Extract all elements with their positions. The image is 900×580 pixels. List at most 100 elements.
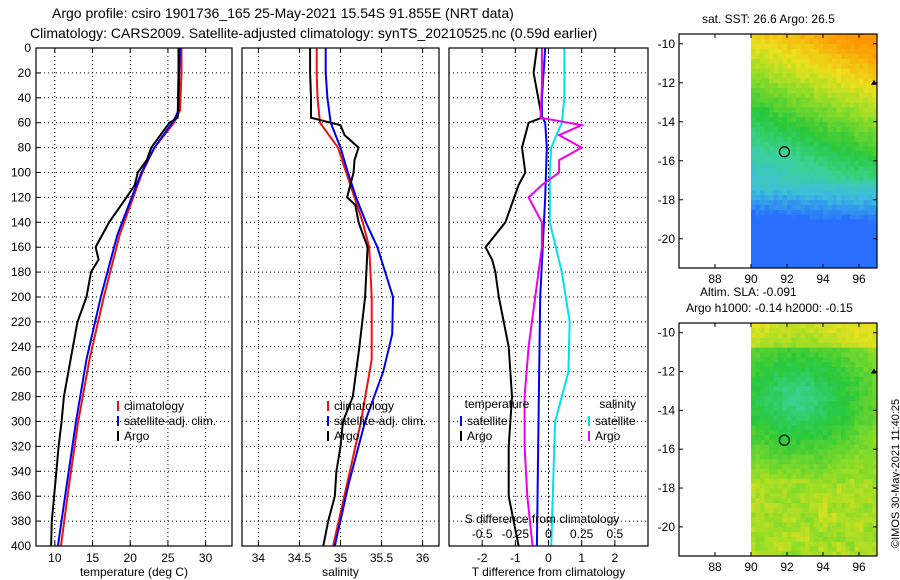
map-cell bbox=[800, 263, 806, 269]
map-cell bbox=[769, 454, 774, 460]
map-cell bbox=[818, 107, 824, 113]
map-cell bbox=[827, 497, 833, 503]
map-cell bbox=[841, 468, 846, 474]
map-cell bbox=[805, 121, 810, 128]
map-cell bbox=[827, 352, 833, 358]
map-cell bbox=[845, 82, 851, 89]
map-cell bbox=[872, 536, 878, 542]
map-cell bbox=[859, 478, 864, 484]
map-cell bbox=[854, 92, 860, 98]
map-cell bbox=[796, 366, 801, 372]
map-cell bbox=[823, 405, 828, 411]
map-cell bbox=[751, 253, 756, 259]
map-cell bbox=[872, 347, 878, 353]
map-cell bbox=[755, 342, 761, 348]
map-cell bbox=[836, 386, 842, 392]
depth-tick-label: 0 bbox=[24, 41, 31, 55]
map-lon-label: 92 bbox=[780, 272, 794, 286]
map-cell bbox=[755, 175, 761, 181]
map-cell bbox=[796, 107, 801, 113]
map-cell bbox=[850, 121, 855, 128]
map-cell bbox=[787, 429, 792, 436]
map-cell bbox=[859, 517, 864, 523]
map-cell bbox=[872, 112, 878, 118]
map-cell bbox=[755, 395, 761, 402]
map-cell bbox=[751, 116, 756, 123]
map-cell bbox=[827, 112, 833, 118]
map-cell bbox=[814, 194, 819, 201]
map-cell bbox=[800, 536, 806, 542]
map-cell bbox=[841, 97, 846, 103]
map-cell bbox=[809, 77, 815, 84]
map-cell bbox=[872, 58, 878, 64]
map-cell bbox=[836, 454, 842, 460]
map-cell bbox=[791, 415, 797, 421]
map-cell bbox=[814, 439, 819, 445]
map-cell bbox=[827, 229, 833, 235]
map-cell bbox=[764, 434, 770, 440]
map-cell bbox=[800, 58, 806, 64]
map-cell bbox=[778, 390, 783, 397]
map-cell bbox=[773, 97, 779, 103]
map-cell bbox=[787, 488, 792, 494]
map-cell bbox=[841, 151, 846, 157]
map-cell bbox=[845, 160, 851, 167]
map-cell bbox=[809, 332, 815, 338]
map-cell bbox=[791, 121, 797, 128]
map-cell bbox=[841, 410, 846, 416]
map-cell bbox=[818, 248, 824, 254]
map-cell bbox=[818, 386, 824, 392]
map-cell bbox=[854, 136, 860, 142]
map-cell bbox=[859, 400, 864, 406]
map-cell bbox=[764, 386, 770, 392]
map-cell bbox=[854, 405, 860, 411]
map-cell bbox=[863, 180, 869, 186]
map-cell bbox=[823, 468, 828, 474]
map-cell bbox=[818, 434, 824, 440]
map-cell bbox=[805, 38, 810, 45]
map-cell bbox=[818, 97, 824, 103]
map-cell bbox=[863, 141, 869, 147]
map-cell bbox=[841, 38, 846, 45]
map-cell bbox=[854, 233, 860, 240]
map-cell bbox=[751, 405, 756, 411]
map-cell bbox=[764, 243, 770, 249]
map-cell bbox=[751, 337, 756, 343]
map-cell bbox=[827, 151, 833, 157]
map-cell bbox=[796, 263, 801, 269]
map-cell bbox=[863, 449, 869, 455]
map-cell bbox=[859, 199, 864, 206]
map-cell bbox=[782, 420, 788, 426]
map-cell bbox=[823, 444, 828, 450]
map-cell bbox=[859, 342, 864, 348]
map-cell bbox=[850, 337, 855, 343]
map-cell bbox=[760, 102, 765, 108]
map-cell bbox=[872, 38, 878, 45]
map-cell bbox=[787, 194, 792, 201]
salinity-tick-label: 34.5 bbox=[288, 551, 312, 565]
map-cell bbox=[751, 63, 756, 69]
map-cell bbox=[805, 342, 810, 348]
map-cell bbox=[827, 224, 833, 230]
map-cell bbox=[791, 458, 797, 465]
map-cell bbox=[841, 155, 846, 162]
map-cell bbox=[836, 371, 842, 377]
map-cell bbox=[814, 214, 819, 220]
map-cell bbox=[845, 151, 851, 157]
map-cell bbox=[755, 502, 761, 508]
legend-label: climatology bbox=[334, 399, 394, 413]
map-cell bbox=[809, 112, 815, 118]
map-cell bbox=[859, 497, 864, 503]
map-cell bbox=[805, 194, 810, 201]
map-cell bbox=[814, 458, 819, 465]
map-cell bbox=[755, 126, 761, 132]
map-lon-label: 96 bbox=[852, 272, 866, 286]
map-cell bbox=[823, 58, 828, 64]
legend-label: Argo bbox=[124, 429, 150, 443]
map-cell bbox=[814, 366, 819, 372]
map-cell bbox=[800, 73, 806, 79]
map-cell bbox=[760, 68, 765, 74]
map-cell bbox=[818, 473, 824, 479]
legend-label: satellite bbox=[595, 414, 636, 428]
map-cell bbox=[809, 243, 815, 249]
